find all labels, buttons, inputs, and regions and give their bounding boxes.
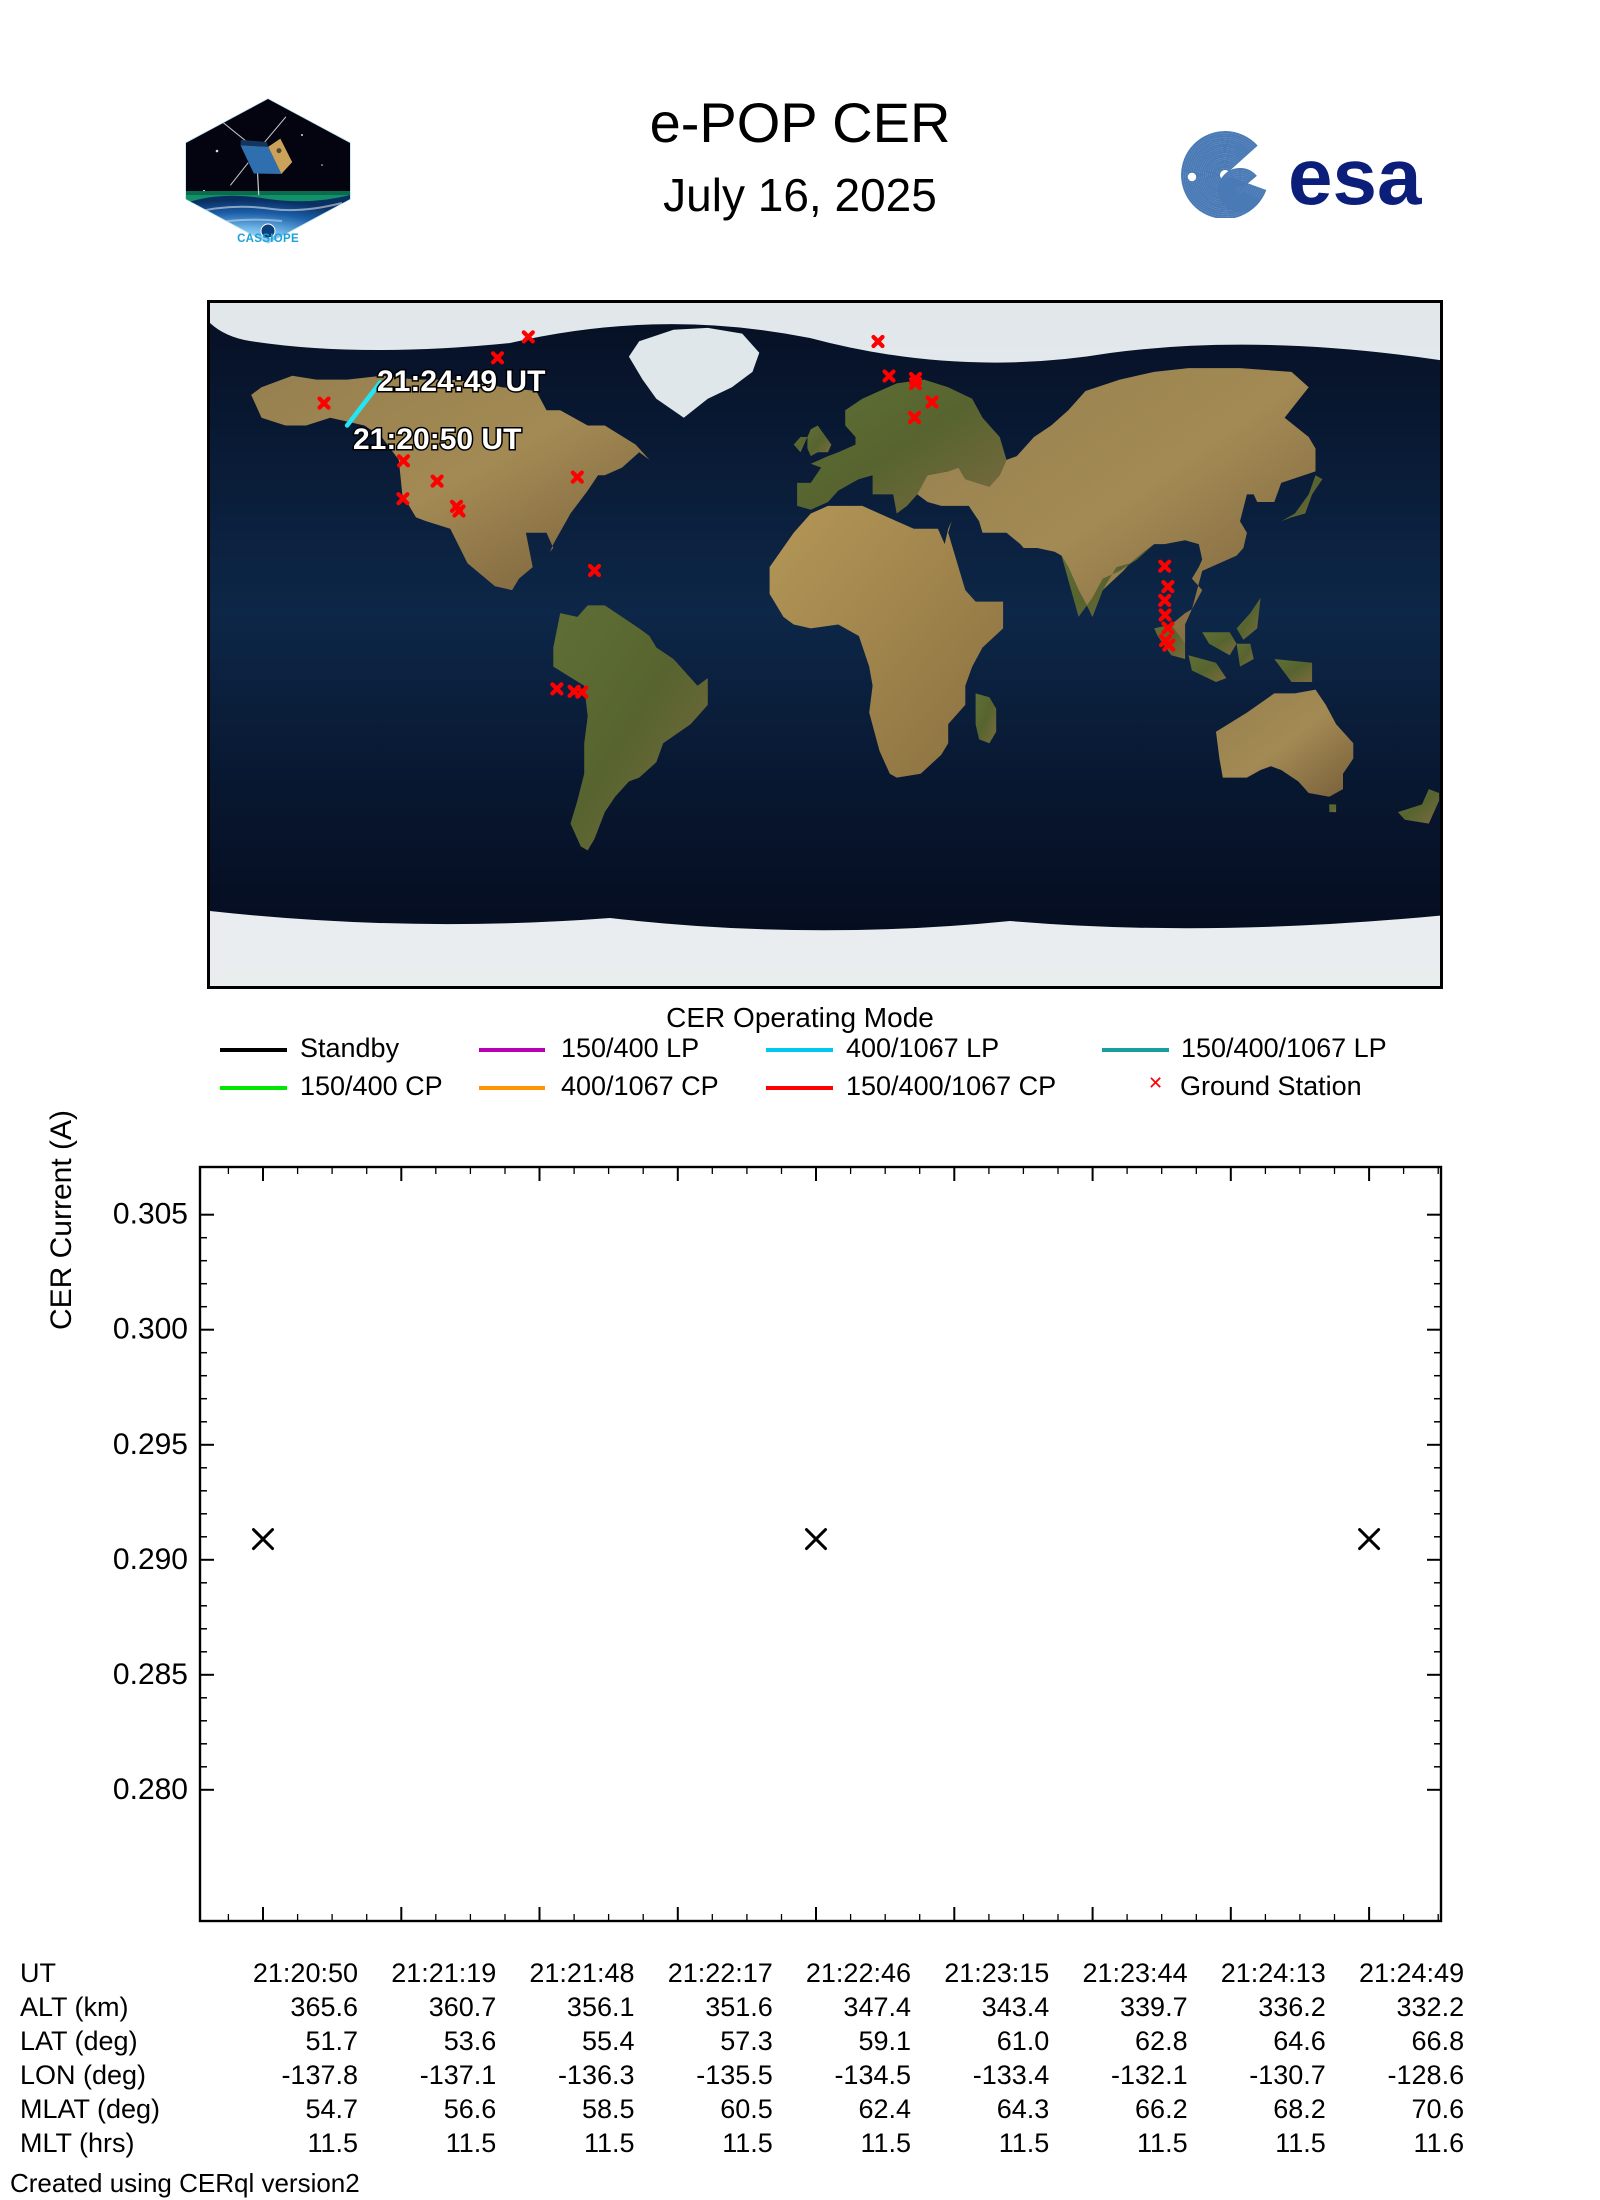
svg-text:esa: esa <box>1288 132 1422 218</box>
svg-text:0.305: 0.305 <box>113 1198 188 1231</box>
svg-text:0.290: 0.290 <box>113 1543 188 1576</box>
svg-text:0.300: 0.300 <box>113 1313 188 1346</box>
svg-text:0.295: 0.295 <box>113 1428 188 1461</box>
svg-text:21:20:50 UT: 21:20:50 UT <box>353 423 521 456</box>
svg-text:0.285: 0.285 <box>113 1658 188 1691</box>
svg-text:21:24:49 UT: 21:24:49 UT <box>377 365 545 398</box>
svg-text:CASSIOPE: CASSIOPE <box>237 233 299 245</box>
svg-text:0.280: 0.280 <box>113 1773 188 1806</box>
